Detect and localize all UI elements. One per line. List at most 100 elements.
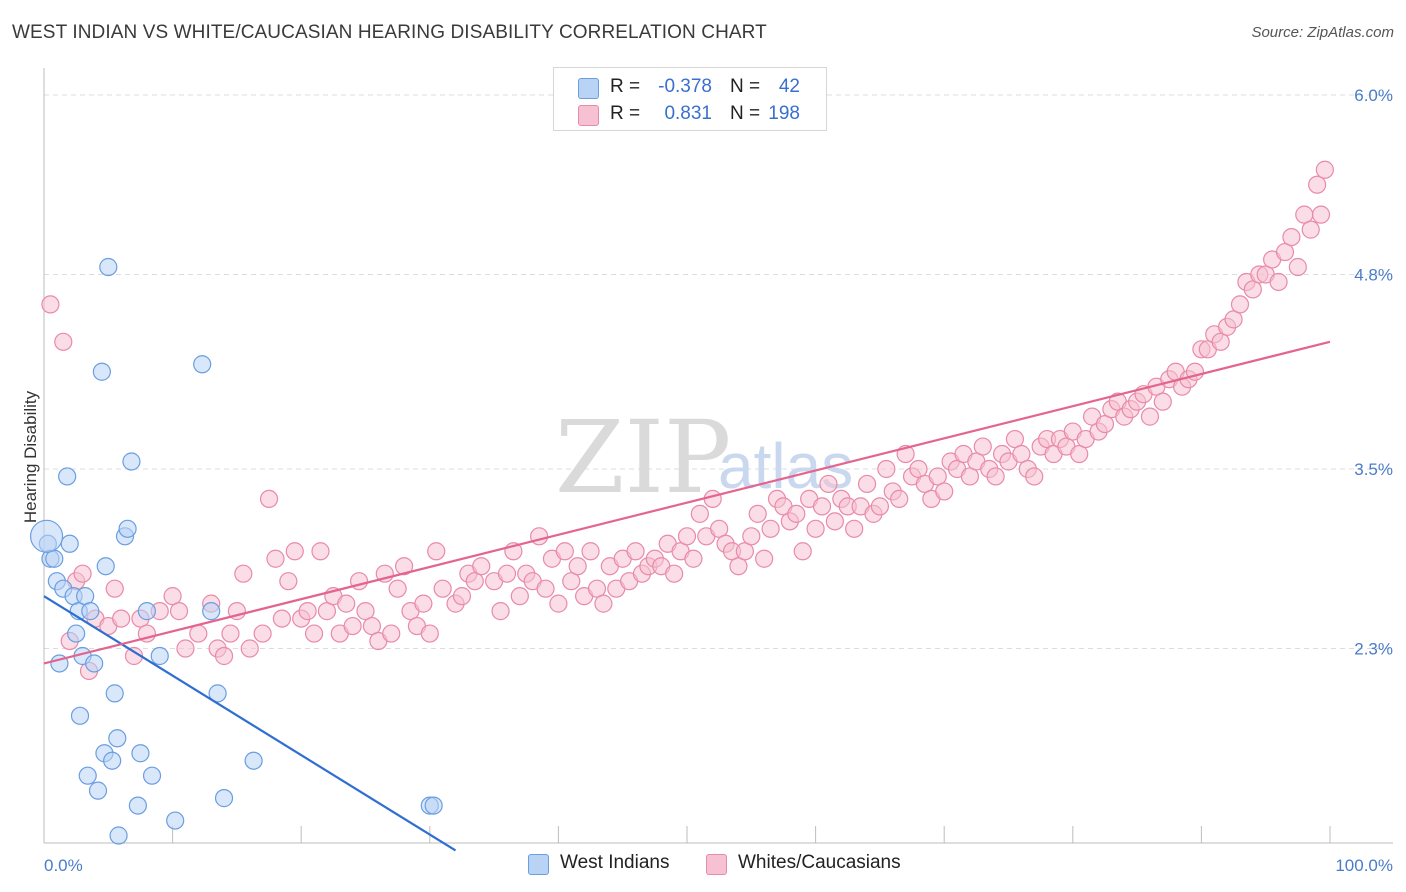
y-tick-label: 6.0% — [1354, 86, 1393, 105]
data-point — [382, 624, 401, 643]
x-tick-label-100: 100.0% — [1335, 856, 1393, 875]
bottom-legend-label: Whites/Caucasians — [738, 852, 901, 873]
data-point — [1140, 407, 1160, 426]
data-point — [58, 467, 77, 486]
legend-r-label: R = — [610, 103, 641, 124]
data-point — [137, 602, 156, 621]
data-point — [112, 609, 131, 628]
data-point — [710, 519, 729, 538]
data-point — [105, 579, 124, 598]
data-point — [202, 602, 221, 621]
data-point — [128, 796, 147, 815]
data-point — [193, 355, 212, 374]
data-point — [857, 474, 877, 494]
data-point — [973, 437, 992, 456]
data-point — [362, 616, 382, 636]
data-point — [92, 362, 111, 381]
data-point — [587, 579, 607, 598]
legend-r-label: R = — [610, 76, 641, 97]
data-point — [1269, 272, 1288, 292]
data-point — [103, 751, 122, 770]
legend-swatch-blue — [578, 78, 599, 99]
data-point — [1230, 295, 1250, 314]
data-point — [304, 624, 324, 643]
data-point — [819, 474, 838, 494]
data-point — [870, 497, 890, 516]
data-point — [935, 482, 954, 501]
y-axis-label: Hearing Disability — [21, 390, 40, 523]
data-point — [99, 257, 118, 277]
data-point — [491, 602, 510, 621]
data-point — [73, 564, 92, 583]
legend-swatch-pink — [578, 105, 599, 126]
data-point — [684, 549, 703, 568]
data-point — [244, 751, 263, 770]
correlation-legend: R = -0.378 N = 42 R = 0.831 N = 198 — [553, 67, 827, 131]
data-point — [433, 579, 452, 598]
data-point — [986, 467, 1005, 486]
data-point — [118, 519, 137, 538]
data-point — [427, 542, 446, 561]
trend-line — [43, 595, 457, 852]
legend-r-value: 0.831 — [664, 103, 712, 124]
data-point — [536, 579, 555, 598]
series-west-indians — [29, 257, 443, 845]
bottom-legend-label: West Indians — [560, 852, 670, 873]
legend-row-whites: R = 0.831 N = 198 — [554, 103, 826, 129]
data-point — [96, 557, 115, 576]
data-point — [176, 639, 195, 658]
data-point — [960, 467, 980, 486]
data-point — [1153, 392, 1172, 411]
data-point — [272, 609, 292, 628]
data-point — [581, 542, 600, 561]
data-point — [208, 684, 227, 703]
data-point — [41, 295, 60, 314]
data-point — [568, 557, 587, 576]
data-point — [221, 624, 240, 643]
bottom-legend-swatch-pink — [706, 854, 727, 875]
legend-r-value: -0.378 — [658, 76, 712, 97]
data-point — [388, 579, 407, 598]
data-point — [150, 646, 169, 666]
data-point — [1315, 160, 1334, 179]
data-point — [1301, 220, 1320, 239]
data-point — [78, 766, 97, 785]
data-point — [465, 572, 484, 591]
data-point — [549, 594, 568, 613]
data-point — [748, 504, 767, 523]
data-point — [169, 602, 189, 621]
data-point — [1012, 444, 1031, 464]
data-point — [142, 766, 162, 785]
y-tick-label: 2.3% — [1354, 640, 1393, 659]
data-point — [259, 489, 279, 509]
legend-n-value: 42 — [778, 76, 800, 97]
data-point — [131, 744, 150, 763]
data-point — [109, 826, 128, 845]
data-point — [81, 602, 100, 621]
data-point — [626, 542, 645, 561]
series-whites-caucasians — [41, 160, 1334, 681]
data-point — [735, 542, 754, 561]
data-point — [29, 519, 64, 553]
data-point — [1288, 257, 1307, 277]
data-point — [60, 534, 79, 553]
data-point — [928, 467, 947, 486]
data-point — [163, 587, 182, 606]
data-point — [452, 587, 472, 606]
y-tick-label: 4.8% — [1354, 265, 1393, 284]
y-tick-labels: 2.3% 3.5% 4.8% 6.0% — [1354, 86, 1393, 659]
data-point — [665, 564, 684, 583]
legend-n-value: 198 — [768, 103, 800, 124]
legend-n-label: N = — [730, 103, 761, 124]
data-point — [122, 452, 141, 471]
data-point — [414, 594, 433, 613]
data-point — [497, 564, 517, 583]
data-point — [1005, 429, 1025, 449]
data-point — [845, 519, 864, 538]
data-point — [742, 527, 761, 546]
data-point — [70, 706, 90, 725]
data-point — [394, 557, 414, 576]
data-point — [88, 781, 108, 800]
data-point — [677, 527, 697, 546]
data-point — [812, 497, 832, 516]
